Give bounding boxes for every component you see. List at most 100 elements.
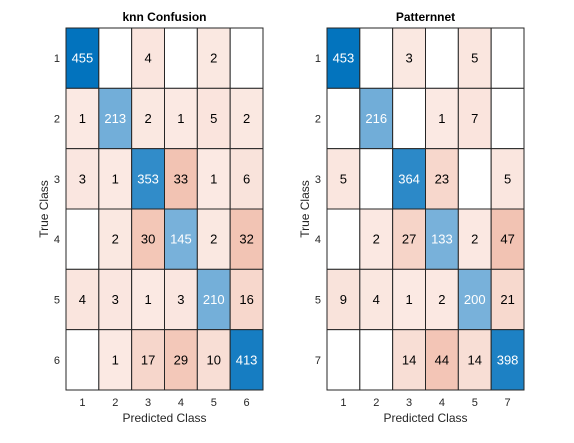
cell-value: 5	[210, 111, 217, 126]
cell-value: 1	[210, 171, 217, 186]
cell-r3-c3	[131, 148, 166, 210]
cell-value: 413	[236, 352, 258, 367]
cell-r6-c4	[425, 329, 459, 391]
cell-value: 44	[435, 352, 449, 367]
cell-value: 9	[340, 292, 347, 307]
x-tick-label: 2	[112, 397, 118, 409]
cell-value: 27	[402, 232, 416, 247]
cell-r3-c5	[196, 148, 231, 210]
cell-r1-c6	[229, 27, 264, 89]
cell-r2-c3	[131, 87, 166, 150]
cell-r4-c4	[425, 208, 459, 270]
cell-value: 133	[431, 232, 453, 247]
cell-r6-c6	[229, 329, 264, 391]
cell-r1-c4	[425, 27, 459, 89]
x-tick-label: 3	[406, 397, 412, 409]
cell-value: 2	[373, 232, 380, 247]
y-tick-label: 5	[54, 295, 60, 307]
x-tick-label: 5	[211, 397, 217, 409]
cell-r6-c4	[164, 329, 198, 391]
x-tick-label: 6	[244, 397, 250, 409]
cell-r3-c3	[392, 148, 426, 210]
y-tick-label: 4	[315, 234, 321, 246]
x-axis-label: Predicted Class	[122, 411, 206, 425]
cell-value: 364	[398, 171, 420, 186]
x-tick-label: 1	[340, 397, 346, 409]
cell-r1-c1	[326, 27, 361, 89]
cell-value: 30	[141, 232, 155, 247]
cell-r4-c6	[490, 208, 525, 270]
x-tick-label: 5	[472, 397, 478, 409]
cell-r6-c5	[457, 329, 492, 391]
cell-value: 14	[468, 352, 482, 367]
cell-value: 33	[174, 171, 188, 186]
cell-value: 398	[497, 352, 519, 367]
cell-r1-c2	[359, 27, 394, 89]
cell-r1-c1	[65, 27, 100, 89]
x-tick-label: 1	[79, 397, 85, 409]
y-tick-label: 6	[54, 355, 60, 367]
cell-value: 21	[500, 292, 514, 307]
cell-value: 1	[112, 352, 119, 367]
cell-r4-c1	[326, 208, 361, 270]
cell-r4-c1	[65, 208, 100, 270]
cell-r4-c6	[229, 208, 264, 270]
cell-r5-c2	[359, 268, 394, 331]
cell-value: 2	[210, 51, 217, 66]
cell-value: 2	[438, 292, 445, 307]
y-tick-label: 7	[315, 355, 321, 367]
cell-r6-c1	[326, 329, 361, 391]
cell-r3-c4	[425, 148, 459, 210]
cell-value: 23	[435, 171, 449, 186]
y-tick-label: 2	[315, 114, 321, 126]
chart-title: knn Confusion	[123, 10, 207, 24]
cell-r6-c6	[490, 329, 525, 391]
cell-r1-c3	[131, 27, 166, 89]
cell-value: 32	[239, 232, 253, 247]
cell-value: 2	[144, 111, 151, 126]
cell-value: 4	[144, 51, 151, 66]
cell-value: 29	[174, 352, 188, 367]
cell-r2-c2	[359, 87, 394, 150]
cell-value: 5	[504, 171, 511, 186]
cell-value: 10	[207, 352, 221, 367]
y-tick-label: 3	[54, 174, 60, 186]
x-tick-label: 7	[505, 397, 511, 409]
cell-r4-c4	[164, 208, 198, 270]
plot-frame	[326, 27, 525, 391]
cell-r4-c3	[131, 208, 166, 270]
cell-value: 47	[500, 232, 514, 247]
cell-r6-c2	[98, 329, 133, 391]
y-axis-label: True Class	[37, 180, 51, 238]
cell-value: 17	[141, 352, 155, 367]
cell-value: 216	[365, 111, 387, 126]
cell-r5-c4	[425, 268, 459, 331]
cell-r3-c5	[457, 148, 492, 210]
cell-value: 210	[203, 292, 225, 307]
cell-value: 213	[104, 111, 126, 126]
cell-r6-c3	[392, 329, 426, 391]
cell-value: 6	[243, 171, 250, 186]
cell-value: 453	[333, 51, 355, 66]
y-tick-label: 1	[315, 53, 321, 65]
cell-r4-c2	[359, 208, 394, 270]
cell-value: 353	[137, 171, 159, 186]
cell-r2-c3	[392, 87, 426, 150]
cell-r3-c6	[490, 148, 525, 210]
cell-r5-c1	[65, 268, 100, 331]
cell-r4-c5	[196, 208, 231, 270]
cell-value: 1	[144, 292, 151, 307]
cell-value: 1	[405, 292, 412, 307]
x-tick-label: 3	[145, 397, 151, 409]
cell-value: 3	[177, 292, 184, 307]
cell-r5-c3	[131, 268, 166, 331]
y-tick-label: 1	[54, 53, 60, 65]
x-axis-label: Predicted Class	[383, 411, 467, 425]
cell-r2-c1	[326, 87, 361, 150]
cell-value: 2	[210, 232, 217, 247]
cell-value: 3	[405, 51, 412, 66]
cell-value: 455	[72, 51, 94, 66]
cell-value: 4	[79, 292, 86, 307]
cell-r5-c5	[457, 268, 492, 331]
cell-r2-c6	[490, 87, 525, 150]
